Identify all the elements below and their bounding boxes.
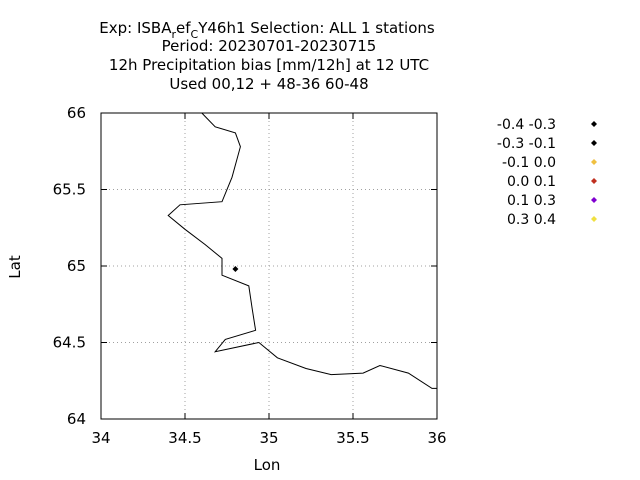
title-line-3: 12h Precipitation bias [mm/12h] at 12 UT… <box>109 56 429 74</box>
station-point <box>232 266 239 273</box>
legend-marker <box>591 197 597 203</box>
legend-label: 0.0 0.1 <box>507 174 556 190</box>
legend-label: 0.1 0.3 <box>507 193 556 209</box>
station-points <box>232 266 239 273</box>
y-tick-label: 64 <box>67 410 86 428</box>
x-tick-label: 35 <box>259 429 278 447</box>
legend-label: 0.3 0.4 <box>507 212 556 228</box>
title-line-2: Period: 20230701-20230715 <box>162 37 377 55</box>
y-tick-label: 66 <box>67 104 86 122</box>
legend-label: -0.4 -0.3 <box>497 117 556 133</box>
title-line-4: Used 00,12 + 48-36 60-48 <box>169 75 368 93</box>
x-tick-label: 35.5 <box>336 429 369 447</box>
legend-label: -0.1 0.0 <box>502 155 556 171</box>
y-tick-label: 64.5 <box>53 334 86 352</box>
legend-marker <box>591 216 597 222</box>
x-axis-ticks: 34 34.5 35 35.5 36 <box>91 113 447 447</box>
coastline <box>167 112 437 389</box>
y-axis-label: Lat <box>6 255 24 279</box>
legend-marker <box>591 159 597 165</box>
x-tick-label: 34.5 <box>168 429 201 447</box>
legend-label: -0.3 -0.1 <box>497 136 556 152</box>
legend-marker <box>591 121 597 127</box>
legend-marker <box>591 178 597 184</box>
y-tick-label: 65.5 <box>53 181 86 199</box>
x-tick-label: 34 <box>91 429 110 447</box>
y-axis-ticks: 64 64.5 65 65.5 66 <box>53 104 437 428</box>
legend-marker <box>591 140 597 146</box>
title-line-1: Exp: ISBArefCY46h1 Selection: ALL 1 stat… <box>99 19 435 41</box>
grid-lines <box>101 113 437 419</box>
x-axis-label: Lon <box>254 456 281 474</box>
y-tick-label: 65 <box>67 257 86 275</box>
coastline-path <box>167 112 437 389</box>
x-tick-label: 36 <box>427 429 446 447</box>
legend: -0.4 -0.3 -0.3 -0.1 -0.1 0.0 0.0 0.1 0.1 0.3… <box>497 117 597 228</box>
